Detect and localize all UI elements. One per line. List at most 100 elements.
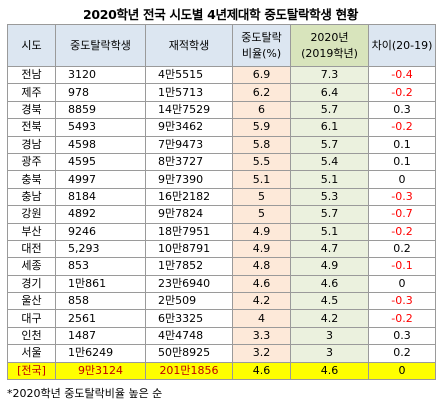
table-row: 경북 8859 14만7529 6 5.7 0.3 bbox=[7, 100, 436, 120]
cell-region: 인천 bbox=[7, 326, 56, 346]
cell-rate: 5 bbox=[232, 187, 291, 207]
cell-diff: 0 bbox=[368, 274, 436, 294]
table-row: 세종 853 1만7852 4.8 4.9 -0.1 bbox=[7, 257, 436, 276]
cell-dropouts: 978 bbox=[55, 83, 146, 102]
cell-2019: 5.7 bbox=[290, 135, 369, 154]
total-2019: 4.6 bbox=[290, 361, 369, 381]
cell-region: 대구 bbox=[7, 309, 56, 328]
cell-region: 서울 bbox=[7, 344, 56, 363]
cell-2019: 4.9 bbox=[290, 257, 369, 276]
cell-2019: 4.7 bbox=[290, 239, 369, 259]
cell-dropouts: 5,293 bbox=[55, 239, 146, 259]
cell-region: 대전 bbox=[7, 239, 56, 259]
table-row: 전북 5493 9만3462 5.9 6.1 -0.2 bbox=[7, 118, 436, 137]
cell-2019: 4.5 bbox=[290, 292, 369, 311]
cell-2019: 6.4 bbox=[290, 83, 369, 102]
table-row: 경남 4598 7만9473 5.8 5.7 0.1 bbox=[7, 135, 436, 154]
cell-enrolled: 4만4748 bbox=[145, 326, 233, 346]
cell-dropouts: 1만861 bbox=[55, 274, 146, 294]
cell-rate: 5.9 bbox=[232, 118, 291, 137]
cell-2019: 4.6 bbox=[290, 274, 369, 294]
table-row: 경기 1만861 23만6940 4.6 4.6 0 bbox=[7, 274, 436, 294]
cell-dropouts: 1만6249 bbox=[55, 344, 146, 363]
total-row: [전국] 9만3124 201만1856 4.6 4.6 0 bbox=[7, 361, 436, 381]
cell-enrolled: 9만7824 bbox=[145, 205, 233, 224]
table-row: 울산 858 2만509 4.2 4.5 -0.3 bbox=[7, 292, 436, 311]
cell-diff: 0.2 bbox=[368, 344, 436, 363]
cell-enrolled: 4만5515 bbox=[145, 65, 233, 85]
cell-dropouts: 1487 bbox=[55, 326, 146, 346]
cell-2019: 6.1 bbox=[290, 118, 369, 137]
cell-dropouts: 4997 bbox=[55, 170, 146, 189]
table-row: 인천 1487 4만4748 3.3 3 0.3 bbox=[7, 326, 436, 346]
cell-rate: 6.2 bbox=[232, 83, 291, 102]
cell-enrolled: 18만7951 bbox=[145, 222, 233, 241]
total-dropouts: 9만3124 bbox=[55, 361, 146, 381]
cell-diff: -0.3 bbox=[368, 187, 436, 207]
table-row: 서울 1만6249 50만8925 3.2 3 0.2 bbox=[7, 344, 436, 363]
cell-diff: -0.7 bbox=[368, 205, 436, 224]
cell-2019: 4.2 bbox=[290, 309, 369, 328]
cell-2019: 3 bbox=[290, 344, 369, 363]
header-rate-line2: 비율(%) bbox=[241, 46, 282, 60]
cell-2019: 5.4 bbox=[290, 152, 369, 172]
cell-enrolled: 2만509 bbox=[145, 292, 233, 311]
cell-2019: 5.3 bbox=[290, 187, 369, 207]
header-enrolled: 재적학생 bbox=[145, 24, 233, 67]
table-row: 충북 4997 9만7390 5.1 5.1 0 bbox=[7, 170, 436, 189]
cell-dropouts: 5493 bbox=[55, 118, 146, 137]
cell-rate: 5.1 bbox=[232, 170, 291, 189]
cell-region: 광주 bbox=[7, 152, 56, 172]
cell-enrolled: 9만3462 bbox=[145, 118, 233, 137]
cell-region: 충북 bbox=[7, 170, 56, 189]
header-rate: 중도탈락 비율(%) bbox=[232, 24, 291, 67]
total-enrolled: 201만1856 bbox=[145, 361, 233, 381]
cell-enrolled: 6만3325 bbox=[145, 309, 233, 328]
cell-rate: 4.2 bbox=[232, 292, 291, 311]
table-row: 전남 3120 4만5515 6.9 7.3 -0.4 bbox=[7, 65, 436, 85]
cell-dropouts: 8859 bbox=[55, 100, 146, 120]
cell-2019: 5.1 bbox=[290, 170, 369, 189]
cell-rate: 4.9 bbox=[232, 222, 291, 241]
table-row: 부산 9246 18만7951 4.9 5.1 -0.2 bbox=[7, 222, 436, 241]
table-title: 2020학년 전국 시도별 4년제대학 중도탈락학생 현황 bbox=[82, 7, 359, 22]
table-row: 광주 4595 8만3727 5.5 5.4 0.1 bbox=[7, 152, 436, 172]
cell-rate: 3.2 bbox=[232, 344, 291, 363]
cell-diff: 0 bbox=[368, 170, 436, 189]
cell-dropouts: 8184 bbox=[55, 187, 146, 207]
cell-rate: 5.5 bbox=[232, 152, 291, 172]
cell-rate: 4.9 bbox=[232, 239, 291, 259]
header-row: 시도 중도탈락학생 재적학생 중도탈락 비율(%) 2020년 (2019학년)… bbox=[7, 24, 436, 67]
cell-rate: 4 bbox=[232, 309, 291, 328]
total-rate: 4.6 bbox=[232, 361, 291, 381]
table-row: 대전 5,293 10만8791 4.9 4.7 0.2 bbox=[7, 239, 436, 259]
header-rate-line1: 중도탈락 bbox=[241, 30, 282, 44]
cell-region: 충남 bbox=[7, 187, 56, 207]
cell-dropouts: 9246 bbox=[55, 222, 146, 241]
cell-2019: 5.7 bbox=[290, 100, 369, 120]
cell-diff: -0.4 bbox=[368, 65, 436, 85]
cell-dropouts: 858 bbox=[55, 292, 146, 311]
cell-rate: 6 bbox=[232, 100, 291, 120]
cell-dropouts: 4595 bbox=[55, 152, 146, 172]
cell-enrolled: 50만8925 bbox=[145, 344, 233, 363]
dropout-table: 시도 중도탈락학생 재적학생 중도탈락 비율(%) 2020년 (2019학년)… bbox=[7, 24, 436, 381]
cell-enrolled: 14만7529 bbox=[145, 100, 233, 120]
cell-diff: -0.2 bbox=[368, 118, 436, 137]
cell-dropouts: 4598 bbox=[55, 135, 146, 154]
header-region: 시도 bbox=[7, 24, 56, 67]
cell-enrolled: 9만7390 bbox=[145, 170, 233, 189]
cell-rate: 5 bbox=[232, 205, 291, 224]
cell-2019: 3 bbox=[290, 326, 369, 346]
cell-diff: 0.3 bbox=[368, 100, 436, 120]
cell-region: 부산 bbox=[7, 222, 56, 241]
cell-enrolled: 10만8791 bbox=[145, 239, 233, 259]
header-diff: 차이(20-19) bbox=[368, 24, 436, 67]
header-dropouts: 중도탈락학생 bbox=[55, 24, 146, 67]
cell-diff: -0.2 bbox=[368, 309, 436, 328]
table-row: 제주 978 1만5713 6.2 6.4 -0.2 bbox=[7, 83, 436, 102]
cell-enrolled: 1만5713 bbox=[145, 83, 233, 102]
cell-diff: 0.1 bbox=[368, 135, 436, 154]
header-2019-line1: 2020년 bbox=[310, 30, 349, 44]
cell-region: 전북 bbox=[7, 118, 56, 137]
